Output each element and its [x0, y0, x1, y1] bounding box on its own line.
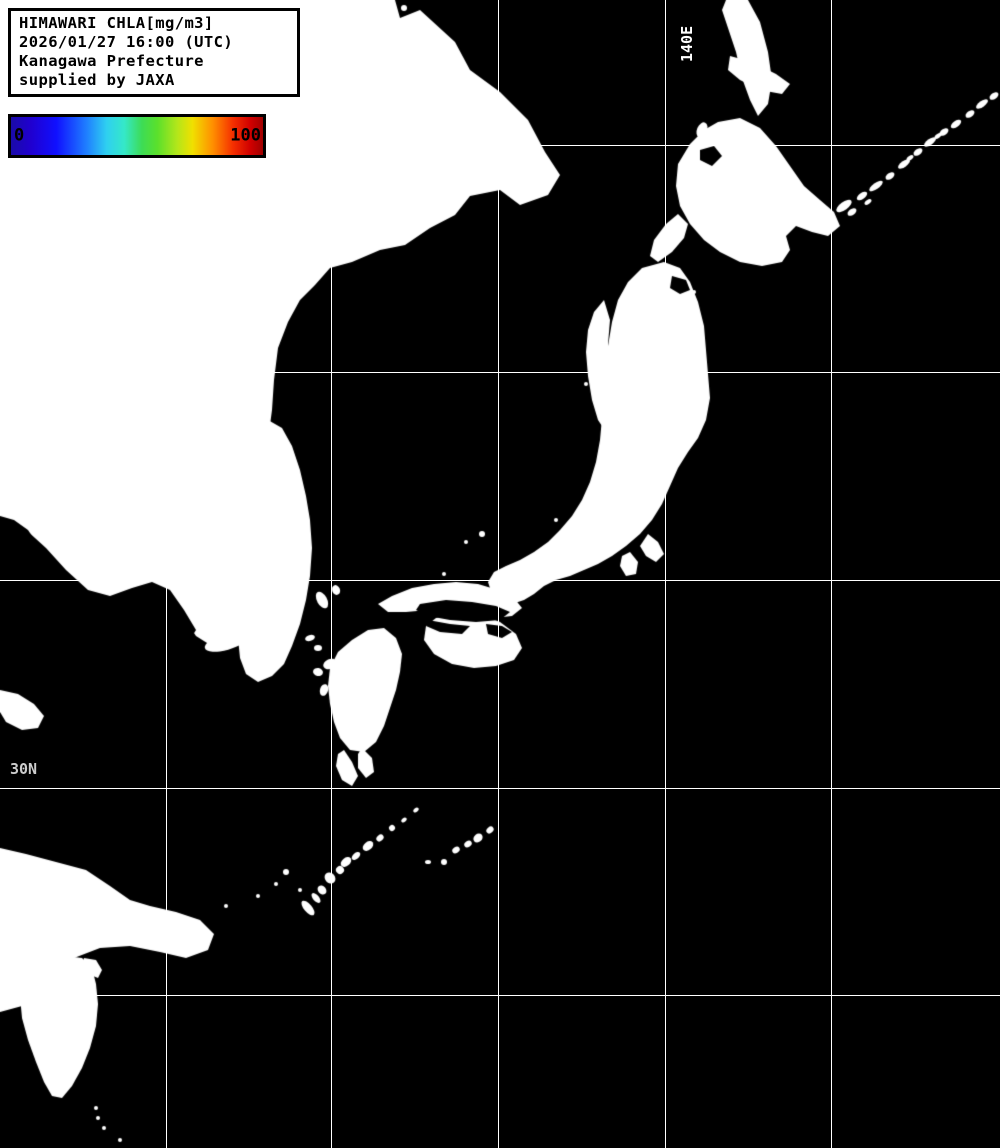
gridline-horizontal [0, 145, 1000, 146]
gridline-vertical [498, 0, 499, 1148]
info-line-region: Kanagawa Prefecture [19, 52, 204, 70]
colorbar-gradient [11, 117, 263, 155]
info-legend-box: HIMAWARI CHLA[mg/m3] 2026/01/27 16:00 (U… [8, 8, 300, 97]
gridline-vertical-140e [665, 0, 666, 1148]
colorbar: 0 100 [8, 114, 266, 158]
info-line-product: HIMAWARI CHLA[mg/m3] [19, 14, 214, 32]
gridline-horizontal [0, 580, 1000, 581]
gridline-vertical [331, 0, 332, 1148]
grid-label-latitude-30n: 30N [10, 760, 38, 778]
gridline-vertical [166, 0, 167, 1148]
colorbar-min-label: 0 [14, 125, 25, 146]
gridline-horizontal-40n [0, 372, 1000, 373]
gridline-horizontal-30n [0, 788, 1000, 789]
gridline-vertical [831, 0, 832, 1148]
gridline-horizontal [0, 995, 1000, 996]
grid-label-longitude-140e: 140E [678, 25, 696, 62]
colorbar-max-label: 100 [230, 125, 261, 146]
grid-label-latitude-40n: 40N [10, 353, 38, 371]
info-line-source: supplied by JAXA [19, 71, 175, 89]
info-line-timestamp: 2026/01/27 16:00 (UTC) [19, 33, 234, 51]
